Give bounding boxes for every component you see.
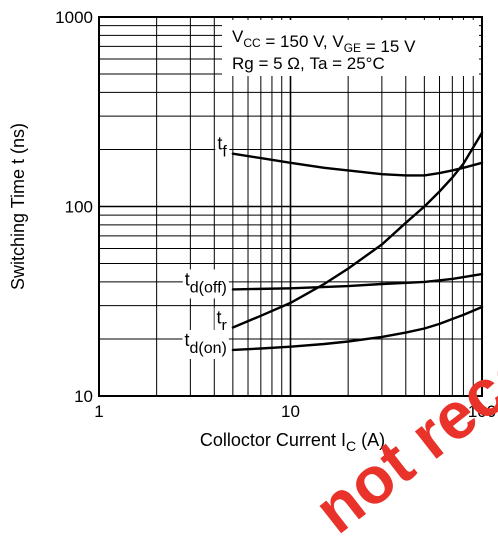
curve-label-background <box>182 269 229 299</box>
y-tick-label: 1000 <box>55 8 93 27</box>
y-tick-label: 100 <box>65 198 93 217</box>
conditions-background <box>222 20 479 76</box>
x-tick-label: 10 <box>281 402 300 421</box>
condition-text: = 15 V <box>361 37 416 56</box>
curve-label-symbol: t <box>185 269 190 289</box>
y-tick-label: 10 <box>74 387 93 406</box>
curve-label-background <box>214 307 230 337</box>
y-axis-label: Switching Time t (ns) <box>8 123 28 290</box>
series-line-td-off <box>231 272 484 291</box>
x-axis-label-subscript: C <box>346 438 356 454</box>
curve-label-background <box>215 133 230 163</box>
x-axis-label: Colloctor Current IC (A) <box>200 430 385 454</box>
x-axis-label-symbol: I <box>341 430 346 450</box>
curve-label-tr: tr <box>217 307 228 334</box>
curve-label-subscript: f <box>222 144 227 161</box>
conditions-line-2: Rg = 5 Ω, Ta = 25°C <box>232 54 385 73</box>
curve-label-tf: tf <box>217 134 227 161</box>
condition-text: V <box>232 27 244 46</box>
conditions-line-1: VCC = 150 V, VGE = 15 V <box>232 27 416 56</box>
series-line-tf <box>231 152 484 177</box>
plot-frame <box>98 16 483 397</box>
curve-label-background <box>182 329 229 359</box>
curve-label-symbol: t <box>217 307 222 327</box>
curve-label-subscript: d(off) <box>190 279 227 296</box>
series-line-td-on <box>231 305 484 352</box>
x-tick-label: 100 <box>468 402 496 421</box>
axis-labels: Colloctor Current IC (A) Switching Time t… <box>8 123 385 454</box>
condition-subscript: GE <box>344 41 361 55</box>
curve-label-subscript: r <box>222 317 228 334</box>
conditions-box: VCC = 150 V, VGE = 15 VRg = 5 Ω, Ta = 25… <box>222 20 479 76</box>
series-group <box>231 131 484 352</box>
curve-label-td-off: td(off) <box>185 269 227 296</box>
curve-label-subscript: d(on) <box>189 340 226 357</box>
curve-label-symbol: t <box>217 134 222 154</box>
curve-label-td-on: td(on) <box>184 330 226 357</box>
condition-text: = 150 V, V <box>261 32 345 51</box>
condition-text: Rg = 5 Ω, Ta = 25°C <box>232 54 385 73</box>
x-axis-label-text: Colloctor Current <box>200 430 341 450</box>
curve-label-symbol: t <box>184 330 189 350</box>
x-axis-label-unit: (A) <box>356 430 385 450</box>
series-line-tr <box>231 131 484 329</box>
condition-subscript: CC <box>243 36 261 50</box>
x-tick-label: 1 <box>94 402 103 421</box>
